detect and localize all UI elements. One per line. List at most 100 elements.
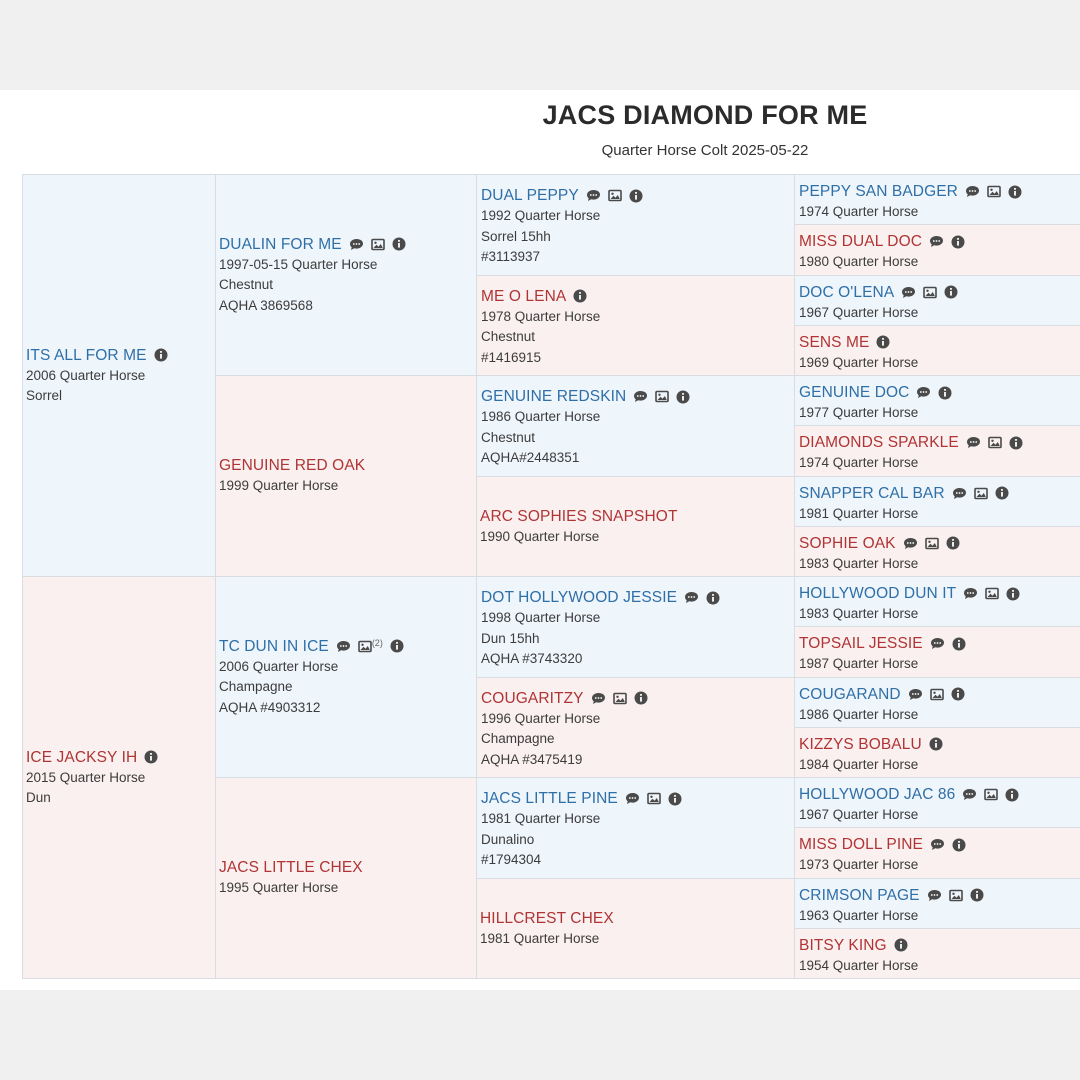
speech-bubble-icon[interactable] (633, 390, 648, 403)
info-icon[interactable] (876, 335, 890, 349)
speech-bubble-icon[interactable] (929, 235, 944, 248)
photo-icon[interactable] (358, 640, 372, 653)
horse-detail-line: 2015 Quarter Horse (26, 769, 146, 785)
speech-bubble-icon[interactable] (903, 537, 918, 550)
horse-name-link[interactable]: HOLLYWOOD DUN IT (799, 585, 957, 602)
info-icon[interactable] (629, 189, 643, 203)
horse-name-link[interactable]: DUALIN FOR ME (219, 235, 342, 253)
photo-icon[interactable] (924, 537, 939, 550)
horse-detail-line: 1986 Quarter Horse (481, 409, 601, 424)
horse-name-row: MISS DOLL PINE (799, 834, 1080, 855)
speech-bubble-icon[interactable] (591, 692, 606, 705)
horse-name-link[interactable]: JACS LITTLE PINE (481, 790, 618, 807)
speech-bubble-icon[interactable] (963, 587, 978, 600)
speech-bubble-icon[interactable] (930, 637, 945, 650)
speech-bubble-icon[interactable] (349, 238, 364, 251)
horse-name-link[interactable]: PEPPY SAN BADGER (799, 183, 958, 200)
info-icon[interactable] (951, 235, 965, 249)
info-icon[interactable] (676, 390, 690, 404)
info-icon[interactable] (944, 285, 958, 299)
horse-detail-line: 1995 Quarter Horse (219, 880, 339, 896)
horse-name-link[interactable]: ARC SOPHIES SNAPSHOT (480, 507, 678, 525)
info-icon[interactable] (1005, 788, 1019, 802)
photo-icon[interactable] (370, 238, 385, 251)
photo-icon[interactable] (647, 792, 661, 805)
horse-detail-line: 1978 Quarter Horse (481, 308, 601, 324)
info-icon[interactable] (951, 687, 965, 701)
info-icon[interactable] (668, 792, 682, 806)
info-icon[interactable] (929, 737, 943, 751)
photo-icon[interactable] (985, 587, 999, 600)
speech-bubble-icon[interactable] (684, 591, 699, 604)
horse-name-link[interactable]: DIAMONDS SPARKLE (799, 434, 959, 452)
speech-bubble-icon[interactable] (336, 640, 351, 653)
horse-name-link[interactable]: KIZZYS BOBALU (799, 735, 922, 753)
horse-name-link[interactable]: ITS ALL FOR ME (26, 346, 147, 364)
photo-icon[interactable] (929, 688, 944, 701)
info-icon[interactable] (634, 691, 648, 705)
horse-name-link[interactable]: ICE JACKSY IH (26, 748, 138, 766)
horse-detail-line: 1983 Quarter Horse (799, 555, 919, 571)
horse-name-link[interactable]: HILLCREST CHEX (480, 909, 614, 927)
info-icon[interactable] (952, 637, 966, 651)
horse-name-link[interactable]: COUGARITZY (481, 689, 584, 707)
info-icon[interactable] (154, 348, 168, 362)
info-icon[interactable] (1006, 587, 1020, 601)
speech-bubble-icon[interactable] (625, 792, 640, 805)
photo-icon[interactable] (612, 692, 627, 705)
info-icon[interactable] (706, 591, 720, 605)
speech-bubble-icon[interactable] (966, 436, 981, 449)
photo-icon[interactable] (607, 189, 622, 202)
photo-icon[interactable] (987, 185, 1001, 198)
info-icon[interactable] (952, 838, 966, 852)
info-icon[interactable] (995, 486, 1009, 500)
horse-name-link[interactable]: DOT HOLLYWOOD JESSIE (481, 589, 678, 606)
horse-name-link[interactable]: SENS ME (799, 333, 870, 351)
info-icon[interactable] (144, 750, 158, 764)
speech-bubble-icon[interactable] (901, 286, 916, 299)
horse-detail-line: 1997-05-15 Quarter Horse (219, 256, 378, 272)
speech-bubble-icon[interactable] (962, 788, 977, 801)
info-icon[interactable] (970, 888, 984, 902)
horse-name-link[interactable]: DOC O'LENA (799, 283, 895, 301)
horse-name-link[interactable]: BITSY KING (799, 936, 887, 954)
info-icon[interactable] (1009, 436, 1023, 450)
speech-bubble-icon[interactable] (952, 487, 967, 500)
photo-icon[interactable] (948, 889, 963, 902)
photo-icon[interactable] (987, 436, 1002, 449)
photo-icon[interactable] (923, 286, 938, 299)
horse-name-link[interactable]: MISS DUAL DOC (799, 233, 923, 251)
horse-name-link[interactable]: GENUINE RED OAK (219, 457, 366, 475)
speech-bubble-icon[interactable] (916, 386, 931, 399)
horse-name-link[interactable]: ME O LENA (481, 287, 567, 305)
horse-name-link[interactable]: JACS LITTLE CHEX (219, 859, 363, 877)
horse-name-link[interactable]: TC DUN IN ICE (219, 637, 329, 655)
info-icon[interactable] (392, 237, 406, 251)
photo-icon[interactable] (655, 390, 670, 403)
info-icon[interactable] (894, 938, 908, 952)
horse-name-link[interactable]: COUGARAND (799, 685, 901, 703)
speech-bubble-icon[interactable] (586, 189, 601, 202)
photo-icon[interactable] (973, 487, 988, 500)
horse-name-link[interactable]: SOPHIE OAK (799, 534, 896, 552)
info-icon[interactable] (1008, 185, 1022, 199)
horse-name-link[interactable]: HOLLYWOOD JAC 86 (799, 786, 956, 803)
horse-name-link[interactable]: TOPSAIL JESSIE (799, 635, 923, 653)
horse-name-link[interactable]: CRIMSON PAGE (799, 886, 920, 904)
horse-name-link[interactable]: MISS DOLL PINE (799, 836, 923, 854)
info-icon[interactable] (390, 639, 404, 653)
horse-name-link[interactable]: SNAPPER CAL BAR (799, 484, 945, 502)
photo-icon[interactable] (984, 788, 999, 801)
speech-bubble-icon[interactable] (930, 838, 945, 851)
info-icon[interactable] (573, 289, 587, 303)
horse-name-link[interactable]: GENUINE DOC (799, 384, 910, 401)
info-icon[interactable] (938, 386, 952, 400)
info-icon[interactable] (946, 536, 960, 550)
speech-bubble-icon[interactable] (927, 889, 942, 902)
horse-name-link[interactable]: GENUINE REDSKIN (481, 388, 627, 405)
speech-bubble-icon[interactable] (908, 688, 923, 701)
horse-name-row: CRIMSON PAGE (799, 885, 1080, 906)
speech-bubble-icon[interactable] (965, 185, 980, 198)
horse-name-link[interactable]: DUAL PEPPY (481, 187, 579, 204)
pedigree-cell-gen4: GENUINE DOC 1977 Quarter Horse (794, 375, 1080, 427)
